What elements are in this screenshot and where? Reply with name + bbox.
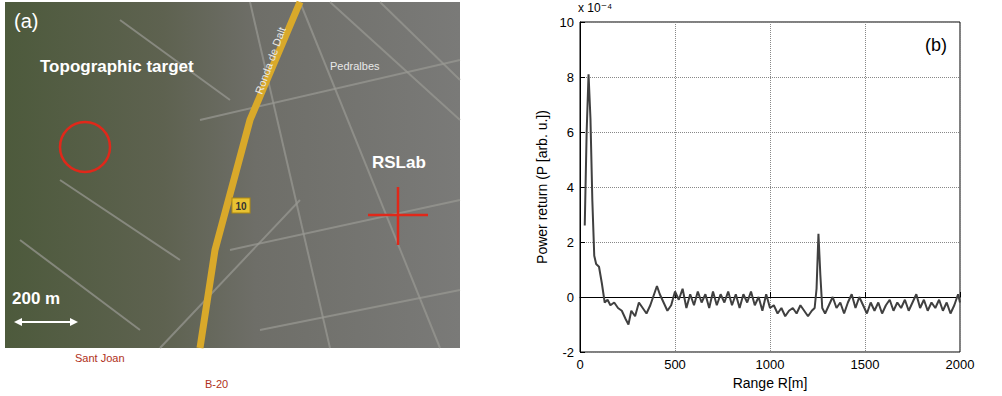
svg-text:2: 2 (567, 235, 574, 250)
svg-text:10: 10 (235, 201, 247, 212)
svg-text:2000: 2000 (946, 357, 975, 372)
svg-text:200 m: 200 m (12, 289, 60, 308)
svg-text:Sant Joan: Sant Joan (75, 352, 125, 364)
svg-text:0: 0 (576, 357, 583, 372)
svg-text:Topographic target: Topographic target (40, 57, 194, 76)
svg-text:1000: 1000 (756, 357, 785, 372)
svg-text:-2: -2 (562, 345, 574, 360)
svg-text:0: 0 (567, 290, 574, 305)
svg-text:10: 10 (560, 15, 574, 30)
svg-text:Power return (P [arb. u.]): Power return (P [arb. u.]) (534, 110, 550, 264)
svg-text:4: 4 (567, 180, 574, 195)
svg-text:B-20: B-20 (205, 378, 228, 390)
svg-text:Pedralbes: Pedralbes (330, 60, 380, 72)
svg-text:6: 6 (567, 125, 574, 140)
svg-text:1500: 1500 (851, 357, 880, 372)
svg-text:Ronda de Dalt: Ronda de Dalt (253, 25, 288, 95)
svg-text:(b): (b) (925, 35, 947, 55)
svg-text:8: 8 (567, 70, 574, 85)
svg-text:x 10⁻⁴: x 10⁻⁴ (578, 1, 612, 15)
svg-text:Range R[m]: Range R[m] (733, 375, 808, 391)
svg-text:(a): (a) (14, 10, 38, 32)
svg-text:500: 500 (664, 357, 686, 372)
svg-text:RSLab: RSLab (372, 153, 426, 172)
